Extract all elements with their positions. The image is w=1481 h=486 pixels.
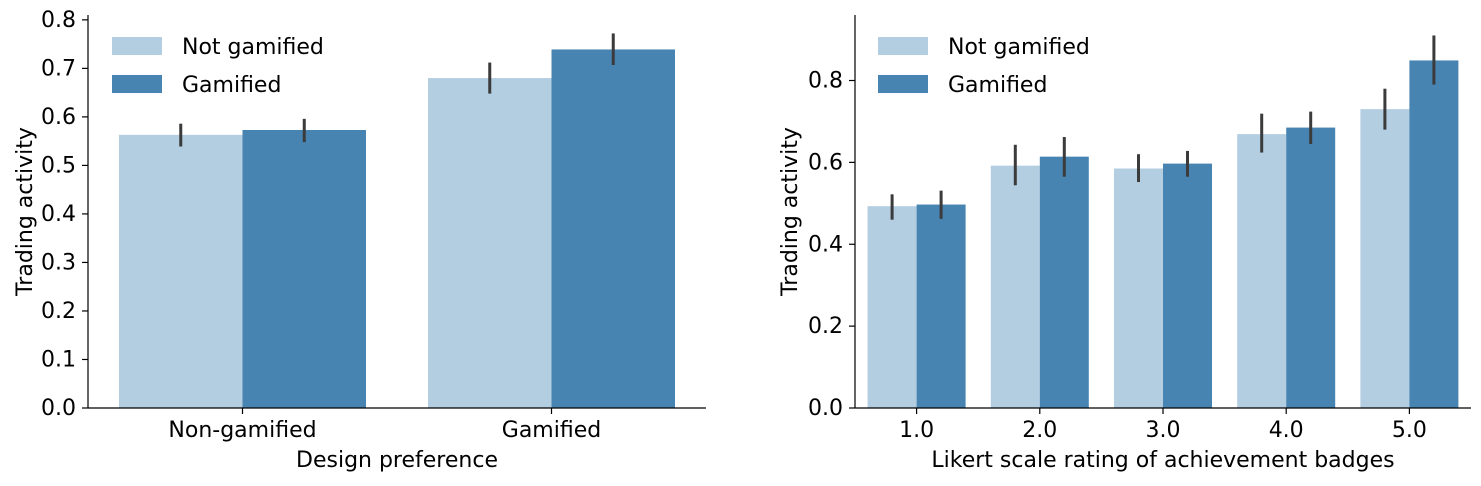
- chart-2-bar-not-gamified-5: [1360, 109, 1410, 408]
- chart-2-bar-gamified-3: [1163, 163, 1212, 408]
- chart-2-bar-not-gamified-2: [990, 165, 1040, 408]
- chart-2-legend-swatch-not-gamified: [878, 37, 928, 55]
- chart-2-y-tick-label: 0.6: [808, 150, 843, 175]
- chart-1-y-axis-label: Trading activity: [13, 127, 38, 297]
- chart-1-legend-label-gamified: Gamified: [182, 73, 281, 98]
- chart-1-y-tick-label: 0.6: [41, 105, 76, 130]
- chart-2-y-tick-label: 0.0: [808, 396, 843, 421]
- chart-1-y-tick-label: 0.3: [41, 250, 76, 275]
- chart-1-y-tick-label: 0.1: [41, 347, 76, 372]
- chart-2-y-tick-label: 0.4: [808, 232, 843, 257]
- chart-2-bar-not-gamified-1: [867, 206, 917, 408]
- chart-2-bar-not-gamified-3: [1114, 168, 1163, 408]
- chart-2-bar-gamified-4: [1286, 127, 1336, 408]
- chart-2-x-tick-label: 2.0: [1022, 418, 1057, 443]
- chart-1-bar-gamified-1: [242, 129, 366, 408]
- chart-2-bar-gamified-2: [1039, 156, 1089, 408]
- chart-2-legend-swatch-gamified: [878, 75, 928, 93]
- chart-2-x-tick-label: 1.0: [899, 418, 934, 443]
- chart-2-bar-gamified-1: [916, 204, 966, 408]
- chart-2-x-axis-label: Likert scale rating of achievement badge…: [931, 448, 1394, 473]
- chart-1-legend-swatch-not-gamified: [112, 37, 162, 55]
- chart-1-x-tick-label: Non-gamified: [168, 418, 316, 443]
- chart-2-bar-gamified-5: [1409, 60, 1459, 409]
- chart-1-y-tick-label: 0.8: [41, 8, 76, 33]
- chart-1-y-tick-label: 0.5: [41, 153, 76, 178]
- chart-1-bar-not-gamified-2: [428, 78, 552, 409]
- chart-1-legend-label-not-gamified: Not gamified: [182, 35, 324, 60]
- chart-2-legend-label-not-gamified: Not gamified: [948, 35, 1090, 60]
- chart-2-x-tick-label: 4.0: [1269, 418, 1304, 443]
- chart-2-legend-label-gamified: Gamified: [948, 73, 1047, 98]
- chart-2-y-tick-label: 0.8: [808, 69, 843, 94]
- chart-2-x-tick-label: 3.0: [1146, 418, 1181, 443]
- chart-2-y-axis-label: Trading activity: [778, 127, 803, 297]
- chart-1-bar-not-gamified-1: [119, 134, 243, 408]
- chart-1-y-tick-label: 0.0: [41, 396, 76, 421]
- chart-1-legend-swatch-gamified: [112, 75, 162, 93]
- chart-2-bar-not-gamified-4: [1237, 134, 1287, 409]
- chart-1-x-axis-label: Design preference: [296, 448, 498, 473]
- chart-1-x-tick-label: Gamified: [502, 418, 601, 443]
- chart-1-y-tick-label: 0.4: [41, 202, 76, 227]
- chart-1-y-tick-label: 0.7: [41, 56, 76, 81]
- chart-2-y-tick-label: 0.2: [808, 314, 843, 339]
- chart-1-bar-gamified-2: [551, 49, 675, 408]
- chart-1-y-tick-label: 0.2: [41, 299, 76, 324]
- chart-2-x-tick-label: 5.0: [1392, 418, 1427, 443]
